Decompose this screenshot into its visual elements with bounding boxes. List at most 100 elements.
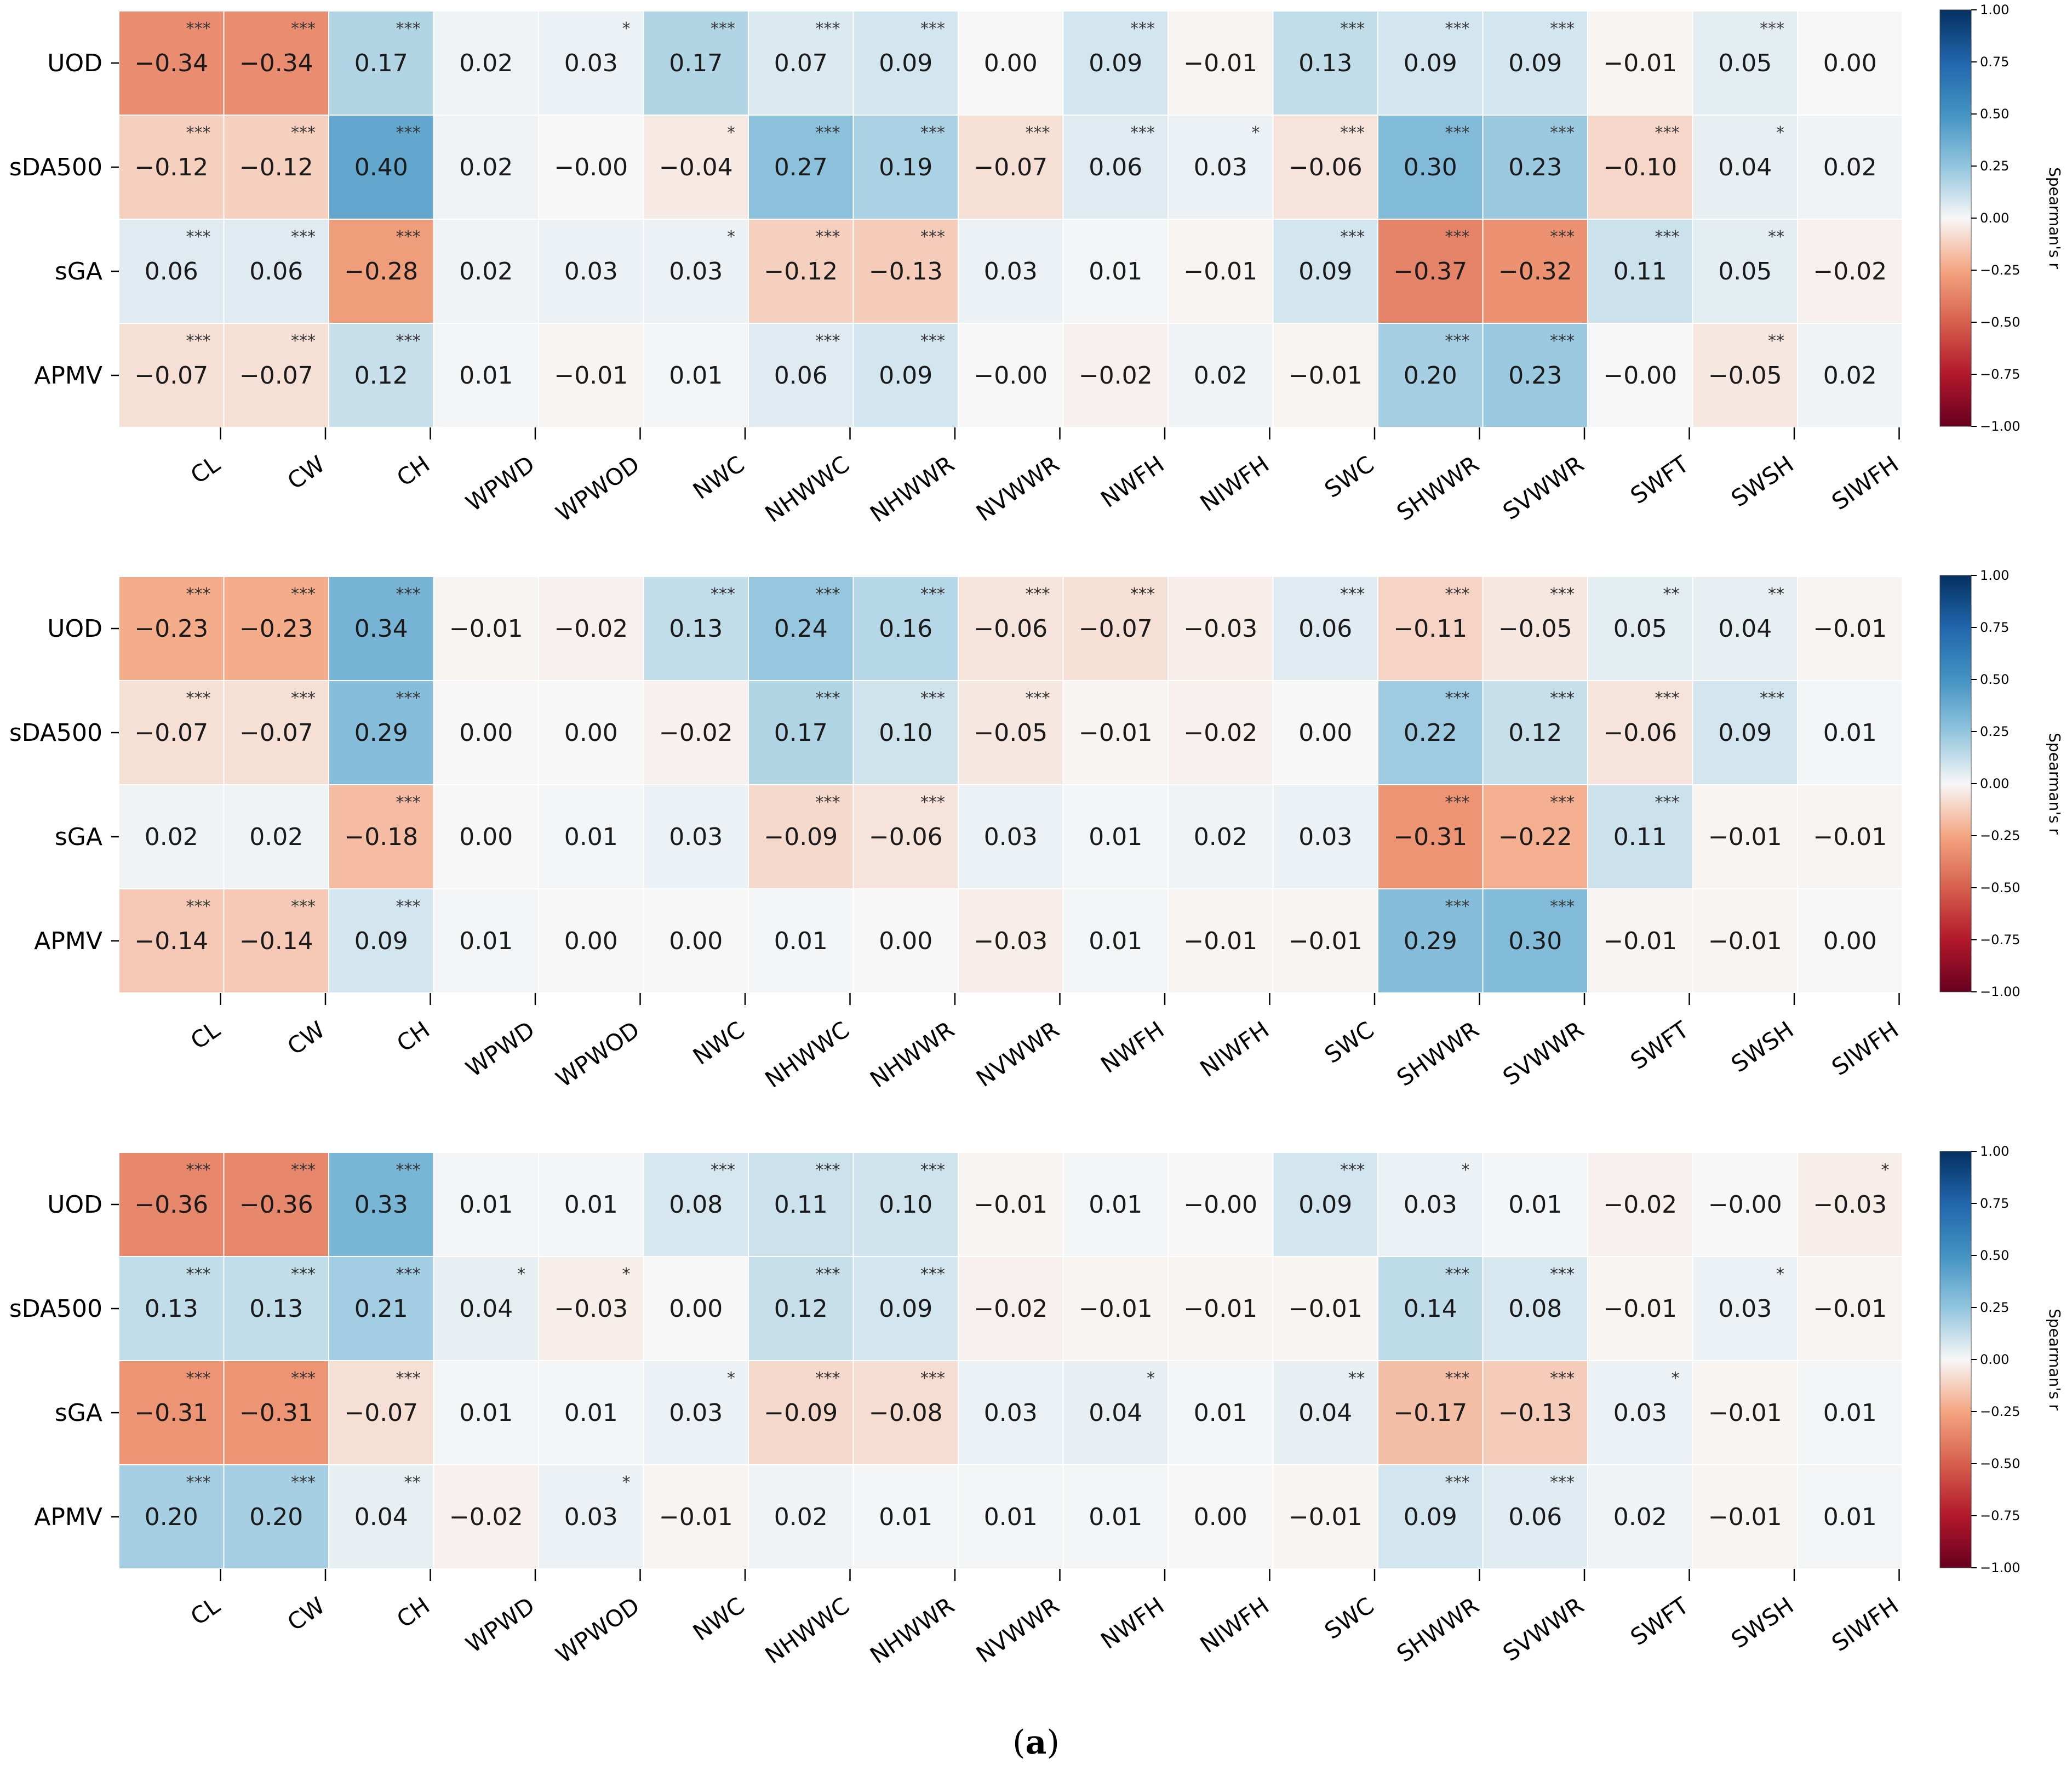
heatmap-cell	[118, 1256, 225, 1361]
significance-marker: ***	[1550, 689, 1575, 708]
colorbar-tick-label: −0.75	[1980, 367, 2021, 382]
significance-marker: *	[1776, 1265, 1784, 1284]
cell-value-label: 0.02	[1194, 362, 1247, 390]
cell-value-label: −0.36	[239, 1191, 313, 1219]
heatmap-cell	[1797, 1256, 1903, 1361]
heatmap-cell	[1062, 680, 1169, 785]
significance-marker: ***	[1550, 19, 1575, 38]
significance-marker: ***	[396, 1369, 421, 1388]
cell-value-label: −0.01	[1289, 1295, 1363, 1323]
cell-value-label: 0.06	[249, 258, 303, 286]
heatmap-cell	[643, 784, 749, 889]
heatmap-cell	[1692, 1256, 1798, 1361]
cell-value-label: 0.07	[774, 49, 828, 77]
cell-value-label: 0.01	[1508, 1191, 1562, 1219]
cell-value-label: 0.00	[1823, 49, 1877, 77]
heatmap-cell	[1482, 888, 1588, 994]
heatmap-cell	[433, 10, 539, 116]
cell-value-label: −0.00	[554, 153, 628, 181]
cell-value-label: −0.02	[1183, 719, 1257, 747]
cell-value-label: 0.12	[1508, 719, 1562, 747]
significance-marker: ***	[1026, 123, 1050, 142]
cell-value-label: −0.03	[554, 1295, 628, 1323]
significance-marker: ***	[816, 1161, 840, 1180]
column-label: WPWOD	[551, 1592, 644, 1669]
significance-marker: ***	[920, 123, 945, 142]
cell-value-label: −0.12	[239, 153, 313, 181]
heatmap-cell	[1482, 576, 1588, 681]
heatmap-cell	[1062, 323, 1169, 428]
cell-value-label: 0.01	[1823, 1399, 1877, 1427]
significance-marker: **	[1768, 332, 1784, 351]
significance-marker: ***	[291, 897, 316, 916]
cell-value-label: −0.07	[134, 719, 208, 747]
significance-marker: ***	[920, 793, 945, 812]
heatmap-cell	[852, 115, 959, 220]
heatmap-cell	[852, 219, 959, 324]
significance-marker: ***	[1340, 19, 1365, 38]
heatmap-cell	[118, 1152, 225, 1257]
cell-value-label: 0.04	[1718, 153, 1772, 181]
significance-marker: ***	[1445, 897, 1470, 916]
column-label: CH	[392, 1592, 434, 1633]
column-label: WPWOD	[551, 1016, 644, 1093]
heatmap-cell	[852, 680, 959, 785]
cell-value-label: 0.13	[249, 1295, 303, 1323]
cell-value-label: 0.00	[564, 719, 618, 747]
significance-marker: ***	[1445, 1369, 1470, 1388]
cell-value-label: 0.03	[984, 823, 1038, 851]
significance-marker: ***	[1130, 123, 1155, 142]
colorbar-tick-label: 1.00	[1980, 568, 2009, 583]
row-label: APMV	[34, 927, 102, 955]
heatmap-cell	[538, 219, 644, 324]
cell-value-label: 0.30	[1404, 153, 1457, 181]
cell-value-label: 0.05	[1718, 258, 1772, 286]
significance-marker: ***	[291, 19, 316, 38]
cell-value-label: 0.06	[1298, 615, 1352, 643]
significance-marker: ***	[396, 332, 421, 351]
row-label: sGA	[55, 258, 102, 286]
heatmap-cell	[538, 323, 644, 428]
cell-value-label: 0.09	[879, 362, 932, 390]
heatmap-cell	[1377, 680, 1484, 785]
significance-marker: ***	[186, 19, 211, 38]
heatmap-cell	[433, 323, 539, 428]
heatmap-cell	[643, 1256, 749, 1361]
cell-value-label: −0.00	[1183, 1191, 1257, 1219]
heatmap-cell	[1587, 1360, 1693, 1465]
significance-marker: *	[622, 1473, 631, 1492]
significance-marker: ***	[920, 19, 945, 38]
cell-value-label: 0.34	[354, 615, 408, 643]
cell-value-label: −0.07	[134, 362, 208, 390]
cell-value-label: −0.09	[764, 1399, 838, 1427]
colorbar-tick-label: 0.75	[1980, 1196, 2009, 1211]
column-label: NVWWR	[971, 450, 1064, 527]
cell-value-label: −0.17	[1393, 1399, 1467, 1427]
cell-value-label: −0.01	[1813, 1295, 1887, 1323]
significance-marker: ***	[816, 19, 840, 38]
caption-open: (	[1012, 1723, 1025, 1762]
cell-value-label: −0.01	[449, 615, 523, 643]
cell-value-label: −0.06	[974, 615, 1048, 643]
heatmap-cell	[1482, 1464, 1588, 1569]
heatmap-cell	[1272, 115, 1378, 220]
heatmap-cell	[852, 1464, 959, 1569]
heatmap-cell	[1482, 10, 1588, 116]
heatmap-cell	[328, 680, 434, 785]
colorbar-tick-label: 0.00	[1980, 776, 2009, 791]
significance-marker: ***	[1340, 1161, 1365, 1180]
significance-marker: ***	[1340, 227, 1365, 247]
column-label: CW	[283, 1016, 330, 1060]
cell-value-label: −0.22	[1498, 823, 1572, 851]
cell-value-label: 0.01	[564, 1399, 618, 1427]
colorbar-tick-label: −0.75	[1980, 1508, 2021, 1523]
cell-value-label: −0.37	[1393, 258, 1467, 286]
cell-value-label: 0.08	[669, 1191, 723, 1219]
cell-value-label: −0.01	[974, 1191, 1048, 1219]
row-label: APMV	[34, 362, 102, 390]
heatmap-cell	[538, 680, 644, 785]
heatmap-cell	[223, 1152, 329, 1257]
cell-value-label: 0.01	[459, 927, 513, 955]
heatmap-cell	[643, 10, 749, 116]
heatmap-cell	[1377, 219, 1484, 324]
